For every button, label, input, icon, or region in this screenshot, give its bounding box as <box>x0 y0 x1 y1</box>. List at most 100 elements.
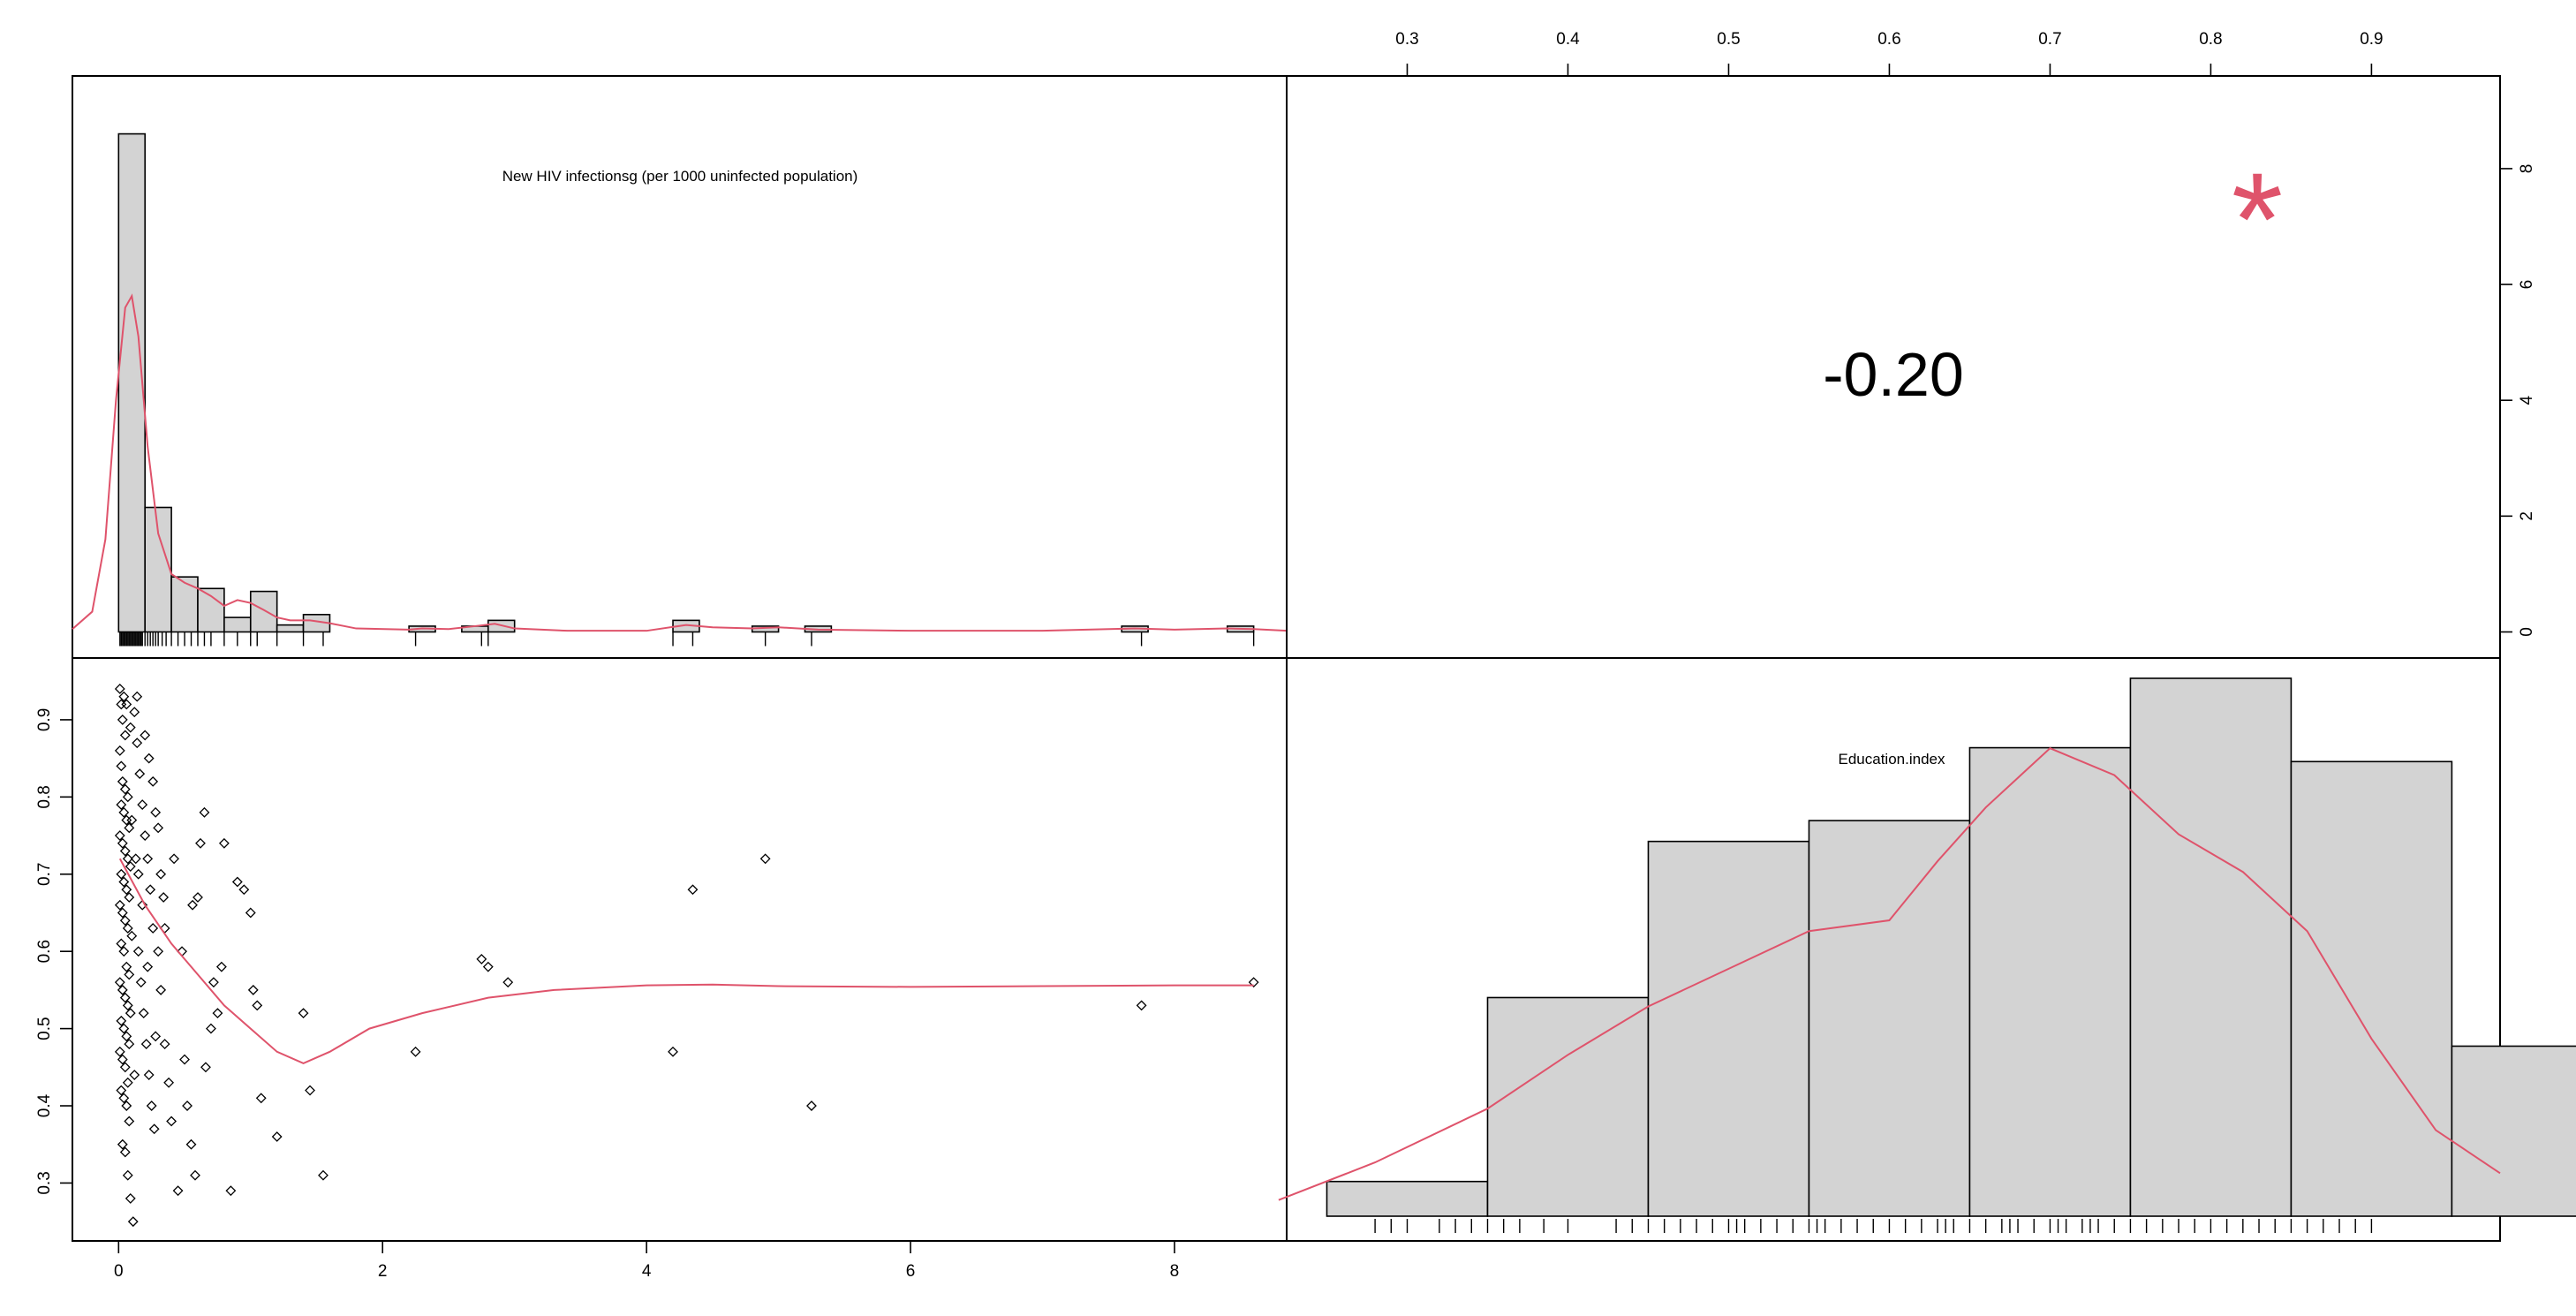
education-histogram-bar <box>2129 677 2293 1217</box>
scatter-point <box>215 961 227 972</box>
scatter-point <box>806 1100 817 1111</box>
education-histogram-title: Education.index <box>1839 751 1945 768</box>
x-axis-tick-label: 2 <box>378 1262 388 1281</box>
education-histogram-bar <box>1968 746 2132 1217</box>
scatter-point <box>119 783 131 795</box>
scatter-point <box>130 853 141 865</box>
hiv-histogram-bar <box>117 132 147 633</box>
scatter-point <box>200 1062 211 1073</box>
scatter-point <box>759 853 771 865</box>
scatter-point <box>118 691 130 702</box>
hiv-histogram-bar <box>249 590 278 633</box>
top-axis-tick-label: 0.5 <box>1717 30 1740 49</box>
x-axis-tick-label: 6 <box>906 1262 916 1281</box>
right-axis-tick-label: 0 <box>2518 627 2536 637</box>
scatter-point <box>122 791 133 803</box>
scatter-point <box>140 830 151 841</box>
scatter-point <box>122 853 133 865</box>
scatter-point <box>182 1100 193 1111</box>
scatter-point <box>166 1116 178 1127</box>
scatter-point <box>118 1093 130 1104</box>
x-axis-tick-label: 0 <box>114 1262 124 1281</box>
scatter-point <box>158 892 170 903</box>
scatter-point <box>252 1000 263 1011</box>
right-axis-tick-label: 8 <box>2518 164 2536 174</box>
y-axis-tick-label: 0.4 <box>35 1093 54 1117</box>
education-histogram-bar <box>2451 1045 2576 1217</box>
scatter-point <box>114 977 125 988</box>
scatter-point <box>169 853 180 865</box>
y-axis-tick-label: 0.6 <box>35 940 54 963</box>
hiv-histogram-bar <box>223 616 252 633</box>
scatter-point <box>119 730 131 741</box>
scatter-point <box>135 977 147 988</box>
education-histogram-bar <box>1647 840 1810 1217</box>
scatter-point <box>245 907 256 919</box>
top-axis-tick-label: 0.6 <box>1877 30 1900 49</box>
scatter-point <box>124 1039 135 1050</box>
scatter-point <box>122 1169 133 1181</box>
scatter-point <box>118 806 130 818</box>
hiv-histogram-frame <box>72 75 1288 659</box>
scatter-point <box>305 1085 315 1096</box>
scatter-point <box>153 822 164 834</box>
hiv-density-curve <box>72 293 1288 632</box>
scatter-point <box>116 799 127 811</box>
scatter-point <box>127 1216 139 1228</box>
scatter-point <box>225 1185 237 1197</box>
scatter-point <box>1136 1000 1147 1011</box>
scatter-point <box>159 1039 170 1050</box>
scatter-point <box>199 806 210 818</box>
x-axis-tick-label: 4 <box>642 1262 652 1281</box>
education-histogram-bar <box>2290 760 2453 1217</box>
scatter-point <box>124 969 135 980</box>
scatter-point <box>1248 977 1259 988</box>
scatter-point <box>148 1123 160 1135</box>
scatter-point <box>114 899 125 911</box>
scatter-point <box>147 923 159 934</box>
scatter-point <box>410 1046 421 1057</box>
hiv-histogram-panel: New HIV infectionsg (per 1000 uninfected… <box>72 75 1288 659</box>
significance-star: * <box>2232 145 2283 293</box>
scatter-point <box>143 753 155 764</box>
scatter-point <box>142 853 154 865</box>
scatter-point <box>146 1100 157 1111</box>
scatter-point <box>179 1054 190 1065</box>
scatter-point <box>117 907 128 919</box>
axes: 0 2 4 6 8 0.3 0.4 0.5 0.6 0.7 0.8 0.9 0.3 0.4 0.5 0.6 0.… <box>35 30 2536 1281</box>
scatter-point <box>116 1015 127 1026</box>
scatter-point <box>145 884 156 896</box>
right-axis-tick-label: 4 <box>2518 395 2536 405</box>
scatter-point <box>114 830 125 841</box>
scatter-point <box>125 1008 136 1019</box>
scatter-point <box>238 884 250 896</box>
scatter-point <box>121 1031 132 1042</box>
scatter-point <box>187 899 198 911</box>
scatter-point <box>138 1008 149 1019</box>
scatter-point <box>121 884 132 896</box>
scatter-point <box>143 1070 155 1080</box>
scatter-point <box>255 1093 267 1104</box>
scatter-panel <box>72 657 1288 1242</box>
y-axis-tick-label: 0.3 <box>35 1171 54 1194</box>
scatter-point <box>132 737 143 749</box>
scatter-point <box>122 923 133 934</box>
scatter-point <box>121 961 132 972</box>
scatter-point <box>124 822 135 834</box>
scatter-point <box>117 837 128 849</box>
scatter-point <box>129 1070 140 1080</box>
y-axis-tick-label: 0.9 <box>35 708 54 731</box>
scatter-point <box>142 961 154 972</box>
y-axis-tick-label: 0.7 <box>35 863 54 886</box>
scatter-point <box>668 1046 678 1057</box>
scatter-point <box>132 868 144 880</box>
right-axis-tick-label: 6 <box>2518 280 2536 290</box>
hiv-histogram-bar <box>276 624 305 633</box>
scatter-point <box>482 961 494 972</box>
scatter-point <box>132 691 143 702</box>
scatter-point <box>208 977 219 988</box>
education-histogram-panel: Education.index <box>1278 657 2576 1242</box>
scatter-point <box>117 775 128 787</box>
scatter-point <box>318 1169 329 1181</box>
